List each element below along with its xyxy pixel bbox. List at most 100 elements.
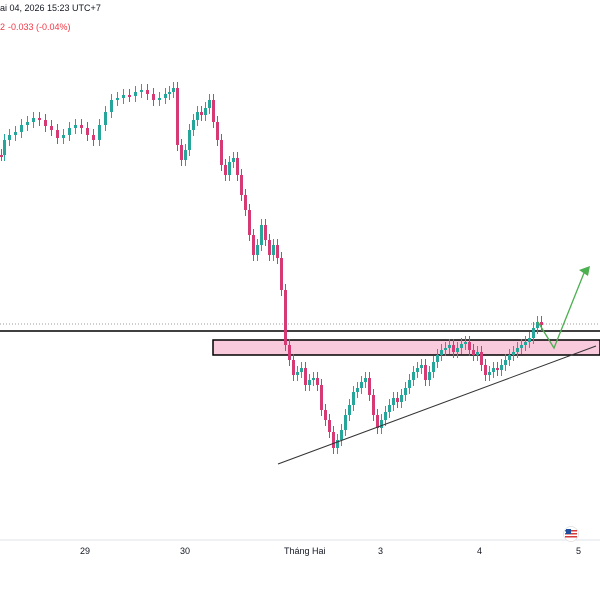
candle-body: [146, 90, 149, 94]
candle-body: [122, 95, 125, 98]
candle-body: [80, 125, 83, 128]
candle-body: [280, 258, 283, 290]
candle-body: [380, 420, 383, 428]
candle-body: [56, 130, 59, 138]
candle-body: [232, 158, 235, 162]
candle-body: [32, 118, 35, 122]
candle-body: [240, 175, 243, 195]
candle-body: [184, 150, 187, 160]
candle-body: [328, 420, 331, 432]
candle-body: [404, 388, 407, 395]
candle-body: [416, 368, 419, 372]
candle-body: [456, 348, 459, 352]
projection-arrow-path: [537, 267, 587, 350]
candles-group: [0, 82, 543, 454]
candle-body: [452, 345, 455, 352]
candle-body: [348, 405, 351, 415]
candle-body: [524, 342, 527, 345]
candle-body: [50, 126, 53, 130]
candle-body: [356, 388, 359, 392]
candle-body: [244, 195, 247, 210]
candle-body: [476, 352, 479, 355]
candle-body: [460, 344, 463, 348]
candle-body: [276, 245, 279, 258]
candle-body: [62, 135, 65, 138]
candle-body: [38, 118, 41, 120]
candle-body: [412, 372, 415, 380]
x-tick-label: 29: [80, 546, 90, 556]
candle-body: [312, 378, 315, 380]
candle-body: [508, 355, 511, 360]
candle-body: [376, 415, 379, 428]
candle-body: [396, 398, 399, 402]
candle-body: [74, 125, 77, 128]
candle-body: [152, 94, 155, 100]
header-change-value: -0.033 (-0.04%): [8, 22, 71, 32]
candle-body: [176, 88, 179, 145]
header-change: 2 -0.033 (-0.04%): [0, 22, 71, 32]
candle-body: [8, 135, 11, 140]
candle-body: [212, 100, 215, 122]
candle-body: [528, 338, 531, 342]
x-tick-label: Tháng Hai: [284, 546, 326, 556]
candle-body: [272, 245, 275, 255]
header-datetime: ai 04, 2026 15:23 UTC+7: [0, 3, 101, 13]
candle-body: [228, 162, 231, 175]
candle-body: [92, 135, 95, 140]
candle-body: [444, 348, 447, 350]
candle-body: [408, 380, 411, 388]
chart-header: ai 04, 2026 15:23 UTC+7 2 -0.033 (-0.04%): [0, 0, 600, 40]
candle-body: [20, 125, 23, 132]
candle-body: [134, 92, 137, 96]
candle-body: [180, 145, 183, 160]
candle-body: [480, 352, 483, 365]
candle-body: [268, 240, 271, 255]
candle-body: [448, 345, 451, 348]
candle-body: [484, 365, 487, 375]
candle-body: [304, 368, 307, 385]
candle-body: [344, 415, 347, 430]
candle-body: [464, 342, 467, 344]
candle-body: [44, 120, 47, 126]
candle-body: [536, 322, 539, 328]
candle-body: [384, 412, 387, 420]
candle-body: [192, 120, 195, 130]
candle-body: [428, 372, 431, 380]
candle-body: [488, 372, 491, 375]
candle-body: [0, 155, 3, 157]
candle-body: [110, 100, 113, 112]
x-tick-label: 30: [180, 546, 190, 556]
candle-body: [104, 112, 107, 125]
candle-body: [320, 385, 323, 410]
candle-body: [516, 348, 519, 352]
candle-body: [220, 140, 223, 165]
candle-body: [86, 128, 89, 135]
candle-body: [68, 128, 71, 135]
candle-body: [248, 210, 251, 235]
candle-body: [256, 245, 259, 255]
candle-body: [300, 368, 303, 372]
candle-body: [264, 225, 267, 240]
candle-body: [216, 122, 219, 140]
candle-body: [424, 365, 427, 380]
candle-body: [468, 342, 471, 350]
candle-body: [252, 235, 255, 255]
candle-body: [420, 365, 423, 368]
candle-body: [172, 88, 175, 92]
candle-body: [98, 125, 101, 140]
candle-body: [288, 345, 291, 360]
projection-arrowhead: [579, 266, 590, 276]
candle-body: [164, 94, 167, 98]
candle-body: [532, 328, 535, 338]
candle-body: [200, 112, 203, 115]
candle-body: [504, 360, 507, 365]
candle-body: [520, 345, 523, 348]
x-tick-label: 3: [378, 546, 383, 556]
ascending-trendline: [277, 345, 597, 465]
x-tick-label: 5: [576, 546, 581, 556]
candle-body: [436, 355, 439, 362]
candle-body: [372, 395, 375, 415]
candle-body: [540, 322, 543, 325]
us-flag-icon[interactable]: [563, 526, 579, 542]
